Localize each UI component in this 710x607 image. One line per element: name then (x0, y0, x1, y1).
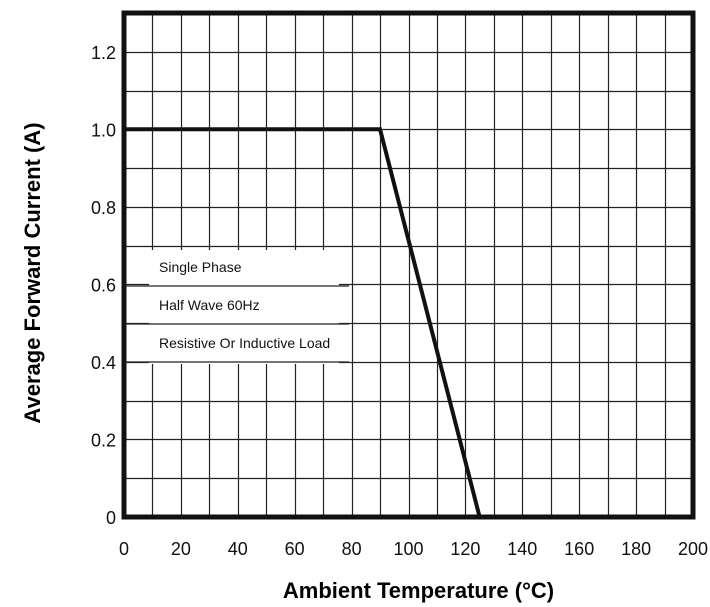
x-tick-label: 20 (171, 539, 191, 559)
y-tick-label: 0.2 (91, 430, 116, 450)
y-axis-label: Average Forward Current (A) (20, 122, 45, 423)
x-tick-label: 120 (450, 539, 480, 559)
y-tick-label: 1.2 (91, 43, 116, 63)
grid (124, 13, 693, 517)
y-tick-label: 0.4 (91, 353, 116, 373)
y-tick-label: 0.6 (91, 275, 116, 295)
x-tick-label: 40 (228, 539, 248, 559)
y-tick-label: 0.8 (91, 198, 116, 218)
derating-curve (124, 127, 482, 518)
x-tick-label: 160 (564, 539, 594, 559)
plot-frame (121, 10, 696, 520)
annotation-box: Single Phase Half Wave 60Hz Resistive Or I… (124, 250, 349, 364)
annotation-background (149, 250, 339, 364)
x-axis-label: Ambient Temperature (°C) (283, 578, 554, 603)
y-tick-label: 1.0 (91, 120, 116, 140)
x-tick-label: 80 (342, 539, 362, 559)
x-tick-label: 60 (285, 539, 305, 559)
annotation-text: Resistive Or Inductive Load (159, 335, 330, 351)
x-tick-label: 100 (393, 539, 423, 559)
y-tick-label: 0 (106, 508, 116, 528)
x-tick-label: 180 (621, 539, 651, 559)
y-tick-labels: 0 0.2 0.4 0.6 0.8 1.0 1.2 (91, 43, 116, 528)
x-tick-label: 140 (507, 539, 537, 559)
x-tick-label: 0 (119, 539, 129, 559)
x-tick-label: 200 (678, 539, 708, 559)
annotation-text: Half Wave 60Hz (159, 297, 260, 313)
x-tick-labels: 0 20 40 60 80 100 120 140 160 180 200 (119, 539, 708, 559)
annotation-text: Single Phase (159, 259, 242, 275)
series-layer (124, 127, 482, 518)
